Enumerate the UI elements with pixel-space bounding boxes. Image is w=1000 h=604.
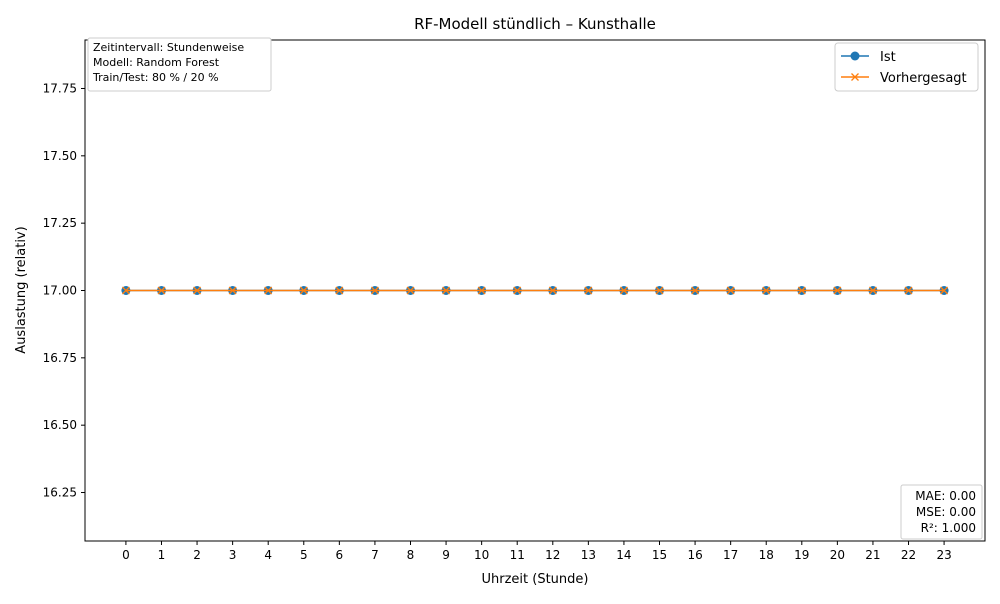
info-box-line: Train/Test: 80 % / 20 %	[92, 71, 219, 84]
x-tick-label: 8	[407, 548, 415, 562]
x-tick-label: 15	[652, 548, 667, 562]
data-point-vorhergesagt	[264, 286, 273, 295]
data-point-vorhergesagt	[370, 286, 379, 295]
x-tick-label: 23	[936, 548, 951, 562]
data-point-vorhergesagt	[442, 286, 451, 295]
annotation-boxes: Zeitintervall: Stundenweise Modell: Rando…	[87, 37, 983, 540]
legend-marker-x-icon	[851, 73, 859, 81]
x-tick-label: 5	[300, 548, 308, 562]
x-tick-label: 12	[545, 548, 560, 562]
metrics-box	[900, 484, 983, 540]
data-point-vorhergesagt	[868, 286, 877, 295]
y-ticks: 16.25 16.50 16.75 17.00 17.25 17.50 17.75	[43, 81, 85, 500]
x-tick-label: 13	[581, 548, 596, 562]
y-tick-label: 17.25	[43, 216, 77, 230]
metrics-box-line: MSE: 0.00	[916, 505, 976, 519]
x-tick-label: 22	[901, 548, 916, 562]
y-tick-label: 16.25	[43, 486, 77, 500]
x-tick-label: 18	[759, 548, 774, 562]
legend-box	[834, 42, 979, 92]
data-point-vorhergesagt	[762, 286, 771, 295]
data-point-vorhergesagt	[193, 286, 202, 295]
info-box-line: Modell: Random Forest	[93, 56, 220, 69]
x-tick-label: 19	[794, 548, 809, 562]
data-point-vorhergesagt	[726, 286, 735, 295]
data-point-vorhergesagt	[477, 286, 486, 295]
data-point-vorhergesagt	[584, 286, 593, 295]
x-axis-label: Uhrzeit (Stunde)	[482, 572, 589, 587]
data-point-vorhergesagt	[904, 286, 913, 295]
data-point-vorhergesagt	[406, 286, 415, 295]
y-tick-label: 16.75	[43, 351, 77, 365]
y-tick-label: 16.50	[43, 418, 77, 432]
x-tick-label: 16	[687, 548, 702, 562]
y-tick-label: 17.00	[43, 284, 77, 298]
x-tick-label: 7	[371, 548, 379, 562]
legend-marker-circle-icon	[850, 51, 860, 61]
data-point-vorhergesagt	[797, 286, 806, 295]
data-point-vorhergesagt	[619, 286, 628, 295]
series-group	[121, 286, 949, 295]
data-point-vorhergesagt	[691, 286, 700, 295]
data-point-vorhergesagt	[299, 286, 308, 295]
data-point-vorhergesagt	[655, 286, 664, 295]
x-ticks: 0 1 2 3 4 5 6 7 8 9 10 11 12 13 14 15 16 17 18 19 20 21 22 23	[122, 541, 952, 562]
x-tick-label: 6	[336, 548, 344, 562]
data-point-vorhergesagt	[157, 286, 166, 295]
metrics-box-line: R²: 1.000	[921, 521, 976, 535]
x-tick-label: 3	[229, 548, 237, 562]
legend-label: Ist	[880, 50, 896, 65]
legend-label: Vorhergesagt	[880, 71, 967, 86]
y-tick-label: 17.75	[43, 81, 77, 95]
data-point-vorhergesagt	[121, 286, 130, 295]
metrics-box-line: MAE: 0.00	[915, 489, 976, 503]
data-point-vorhergesagt	[228, 286, 237, 295]
data-point-vorhergesagt	[833, 286, 842, 295]
x-tick-label: 17	[723, 548, 738, 562]
y-tick-label: 17.50	[43, 149, 77, 163]
data-point-vorhergesagt	[335, 286, 344, 295]
data-point-vorhergesagt	[513, 286, 522, 295]
y-axis-label: Auslastung (relativ)	[14, 226, 29, 353]
x-tick-label: 4	[264, 548, 272, 562]
x-tick-label: 9	[442, 548, 450, 562]
data-point-vorhergesagt	[940, 286, 949, 295]
x-tick-label: 20	[830, 548, 845, 562]
x-tick-label: 14	[616, 548, 631, 562]
x-tick-label: 1	[158, 548, 166, 562]
x-tick-label: 0	[122, 548, 130, 562]
chart-title: RF-Modell stündlich – Kunsthalle	[414, 15, 656, 33]
x-tick-label: 11	[510, 548, 525, 562]
x-tick-label: 10	[474, 548, 489, 562]
legend: Ist Vorhergesagt	[834, 42, 979, 92]
x-tick-label: 21	[865, 548, 880, 562]
info-box-line: Zeitintervall: Stundenweise	[93, 41, 244, 54]
x-tick-label: 2	[193, 548, 201, 562]
data-point-vorhergesagt	[548, 286, 557, 295]
info-box	[87, 37, 272, 92]
